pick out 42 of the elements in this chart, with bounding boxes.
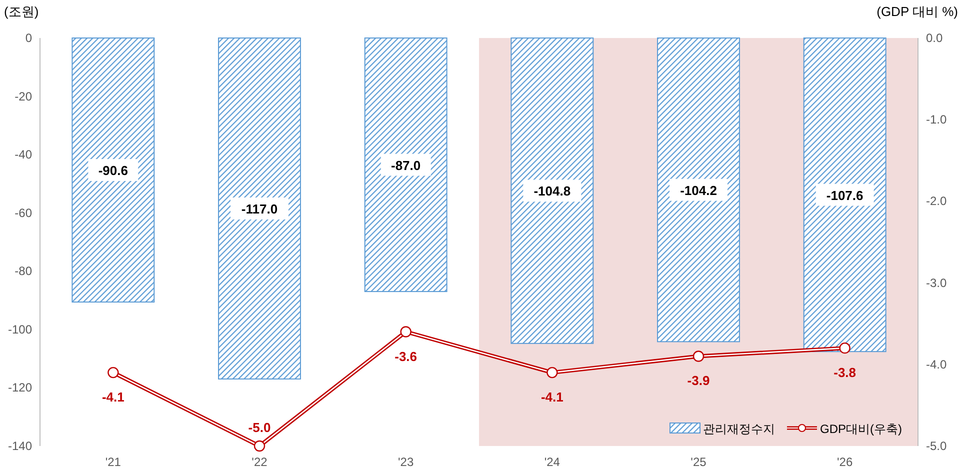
- y-tick-label: -40: [14, 148, 32, 162]
- legend-label: 관리재정수지: [703, 422, 775, 436]
- x-tick-label: '21: [105, 455, 122, 469]
- y2-tick-label: -3.0: [926, 276, 948, 290]
- y2-tick-label: -2.0: [926, 194, 948, 208]
- y-tick-label: -140: [8, 439, 32, 453]
- y-tick-label: -100: [8, 322, 32, 336]
- data-label: -87.0: [391, 158, 421, 173]
- y2-axis-title: (GDP 대비 %): [876, 4, 958, 19]
- y-tick-label: -60: [14, 206, 32, 220]
- x-tick-label: '24: [544, 455, 560, 469]
- data-label: -3.8: [834, 365, 856, 380]
- x-tick-label: '23: [398, 455, 414, 469]
- point: [400, 326, 412, 338]
- y2-tick-label: 0.0: [926, 31, 944, 45]
- y2-tick-label: -5.0: [926, 439, 948, 453]
- y2-tick-label: -1.0: [926, 112, 948, 127]
- y-axis-title: (조원): [4, 4, 39, 19]
- data-label: -104.8: [534, 184, 571, 199]
- legend-label: GDP대비(우축): [820, 422, 902, 436]
- y-tick-label: -20: [14, 89, 32, 104]
- data-label: -104.2: [680, 182, 717, 198]
- x-tick-label: '25: [690, 455, 707, 469]
- y-tick-label: -120: [8, 380, 32, 395]
- data-label: -3.9: [687, 373, 710, 388]
- data-label: -117.0: [241, 201, 278, 216]
- y-tick-label: -80: [14, 264, 32, 278]
- x-tick-label: '22: [252, 455, 268, 469]
- data-label: -3.6: [394, 348, 418, 364]
- data-label: -90.6: [98, 163, 128, 178]
- x-tick-label: '26: [837, 455, 853, 469]
- point: [692, 350, 704, 362]
- y-tick-label: 0: [25, 31, 32, 45]
- data-label: -4.1: [540, 390, 564, 405]
- data-label: -4.1: [102, 390, 124, 405]
- data-label: -5.0: [248, 420, 271, 435]
- y2-tick-label: -4.0: [926, 357, 948, 372]
- point: [108, 366, 119, 378]
- point: [254, 440, 266, 452]
- data-label: -107.6: [826, 188, 864, 203]
- point: [546, 366, 558, 378]
- point: [839, 342, 850, 354]
